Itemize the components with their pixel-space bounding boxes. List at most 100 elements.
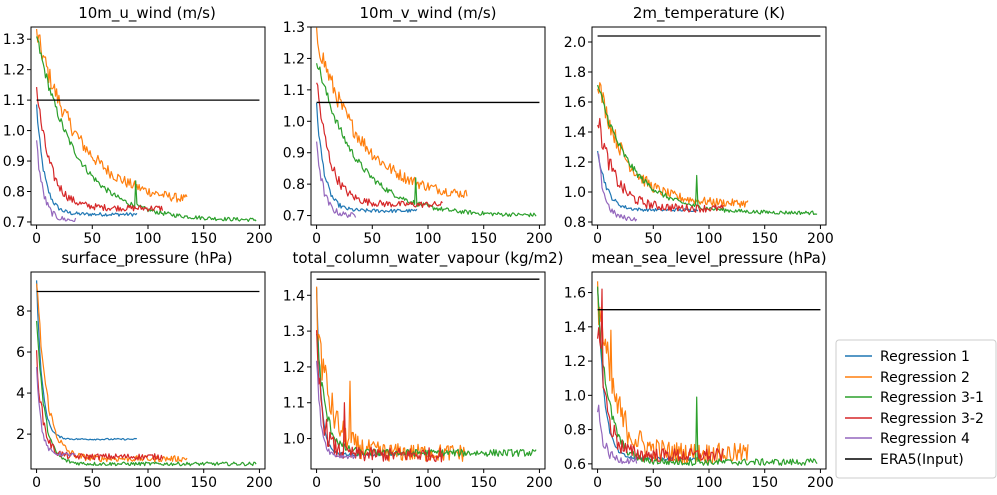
legend-label: Regression 4 bbox=[880, 431, 970, 447]
x-tick-label: 150 bbox=[470, 231, 497, 247]
y-tick-label: 1.1 bbox=[3, 93, 25, 109]
plot-area: 0 50 100 150 200 2 4 6 8 bbox=[16, 280, 273, 491]
series-line bbox=[316, 102, 418, 214]
series-line bbox=[36, 280, 137, 441]
y-tick-label: 1.3 bbox=[283, 324, 305, 340]
panel-surface-pressure: surface_pressure (hPa) 0 50 100 150 200 2 4 6 8 bbox=[16, 249, 273, 491]
legend-entry: Regression 4 bbox=[845, 431, 970, 447]
series-line bbox=[36, 104, 138, 217]
legend: Regression 1 Regression 2 Regression 3-1… bbox=[835, 339, 997, 479]
x-tick-label: 0 bbox=[312, 231, 321, 247]
y-tick-label: 2.0 bbox=[564, 35, 586, 51]
y-tick-label: 0.9 bbox=[283, 146, 305, 162]
x-tick-label: 150 bbox=[190, 231, 217, 247]
y-tick-label: 0.8 bbox=[564, 215, 586, 231]
series-line bbox=[597, 84, 818, 216]
y-tick-label: 1.0 bbox=[564, 388, 586, 404]
series-line bbox=[316, 63, 537, 218]
y-tick-label: 0.8 bbox=[564, 423, 586, 439]
x-tick-label: 150 bbox=[190, 475, 217, 491]
y-tick-label: 1.0 bbox=[3, 124, 25, 140]
x-tick-label: 50 bbox=[83, 231, 101, 247]
y-tick-label: 0.7 bbox=[3, 215, 25, 231]
axes-frame bbox=[310, 26, 546, 226]
axes-frame bbox=[30, 26, 266, 226]
series-line bbox=[316, 27, 468, 198]
series-line bbox=[36, 320, 257, 467]
axes-frame bbox=[591, 271, 827, 470]
panel-msl-pressure: mean_sea_level_pressure (hPa) 0 50 100 150 2… bbox=[564, 249, 834, 491]
series-line bbox=[316, 330, 444, 463]
y-tick-label: 1.4 bbox=[564, 125, 586, 141]
x-tick-label: 100 bbox=[696, 231, 723, 247]
panel-title: 10m_u_wind (m/s) bbox=[78, 4, 216, 23]
y-tick-label: 6 bbox=[16, 345, 25, 361]
y-tick-label: 1.0 bbox=[283, 432, 305, 448]
x-tick-label: 200 bbox=[807, 475, 834, 491]
series-line bbox=[36, 87, 164, 212]
plot-area: 0 50 100 150 200 0.8 1.0 1.2 1.4 1.6 1.8 2.0 bbox=[564, 35, 834, 247]
panel-v-wind: 10m_v_wind (m/s) 0 50 100 150 200 0.7 0.8 0.9 1.… bbox=[283, 4, 553, 247]
y-tick-label: 1.6 bbox=[564, 95, 586, 111]
y-tick-label: 1.4 bbox=[564, 320, 586, 336]
x-tick-label: 100 bbox=[415, 231, 442, 247]
series-line bbox=[316, 82, 443, 208]
series-line bbox=[36, 28, 188, 203]
x-tick-label: 150 bbox=[751, 231, 778, 247]
series-line bbox=[36, 350, 164, 461]
x-tick-label: 100 bbox=[415, 475, 442, 491]
series-line bbox=[316, 287, 418, 457]
x-tick-label: 200 bbox=[807, 231, 834, 247]
legend-label: ERA5(Input) bbox=[880, 452, 964, 468]
y-tick-label: 1.8 bbox=[564, 65, 586, 81]
legend-label: Regression 3-1 bbox=[880, 390, 984, 406]
x-tick-label: 0 bbox=[593, 475, 602, 491]
legend-frame bbox=[835, 339, 997, 479]
legend-entry: Regression 3-1 bbox=[845, 390, 984, 406]
x-tick-label: 50 bbox=[644, 475, 662, 491]
y-tick-label: 4 bbox=[16, 386, 25, 402]
series-line bbox=[597, 404, 638, 465]
plot-area: 0 50 100 150 200 0.7 0.8 0.9 1.0 1.1 1.2 1.3 bbox=[283, 20, 553, 247]
legend-entry: ERA5(Input) bbox=[845, 452, 964, 468]
x-tick-label: 0 bbox=[312, 475, 321, 491]
panel-title: surface_pressure (hPa) bbox=[61, 249, 232, 268]
panel-2m-temperature: 2m_temperature (K) 0 50 100 150 200 0.8 1.0 1.2… bbox=[564, 4, 834, 247]
plot-area: 0 50 100 150 200 0.7 0.8 0.9 1.0 1.1 1.2 1.3 bbox=[3, 28, 273, 247]
y-tick-label: 1.3 bbox=[283, 20, 305, 36]
panel-title: mean_sea_level_pressure (hPa) bbox=[591, 249, 826, 268]
x-tick-label: 0 bbox=[32, 475, 41, 491]
y-tick-label: 1.2 bbox=[3, 63, 25, 79]
x-tick-label: 200 bbox=[246, 475, 273, 491]
series-line bbox=[36, 140, 77, 222]
panel-title: 10m_v_wind (m/s) bbox=[360, 4, 497, 23]
x-tick-label: 150 bbox=[751, 475, 778, 491]
y-tick-label: 1.3 bbox=[3, 32, 25, 48]
y-tick-label: 1.2 bbox=[283, 360, 305, 376]
x-tick-label: 50 bbox=[363, 475, 381, 491]
series-line bbox=[36, 36, 257, 222]
y-tick-label: 0.6 bbox=[564, 457, 586, 473]
y-tick-label: 1.1 bbox=[283, 396, 305, 412]
x-tick-label: 100 bbox=[135, 231, 162, 247]
legend-entry: Regression 1 bbox=[845, 349, 970, 365]
y-tick-label: 0.7 bbox=[283, 209, 305, 225]
y-tick-label: 1.2 bbox=[564, 354, 586, 370]
y-tick-label: 1.1 bbox=[283, 83, 305, 99]
plot-area: 0 50 100 150 200 0.6 0.8 1.0 1.2 1.4 1.6 bbox=[564, 281, 834, 491]
x-tick-label: 50 bbox=[363, 231, 381, 247]
y-tick-label: 8 bbox=[16, 304, 25, 320]
x-tick-label: 200 bbox=[526, 475, 553, 491]
legend-label: Regression 1 bbox=[880, 349, 970, 365]
y-tick-label: 1.4 bbox=[283, 288, 305, 304]
y-tick-label: 1.0 bbox=[283, 114, 305, 130]
x-tick-label: 150 bbox=[470, 475, 497, 491]
y-tick-label: 0.9 bbox=[3, 154, 25, 170]
series-line bbox=[597, 281, 749, 465]
panel-water-vapour: total_column_water_vapour (kg/m2) 0 50 100… bbox=[283, 249, 564, 491]
y-tick-label: 0.8 bbox=[283, 177, 305, 193]
series-line bbox=[597, 152, 638, 222]
series-line bbox=[316, 360, 356, 460]
x-tick-label: 200 bbox=[526, 231, 553, 247]
panel-title: total_column_water_vapour (kg/m2) bbox=[292, 249, 563, 268]
